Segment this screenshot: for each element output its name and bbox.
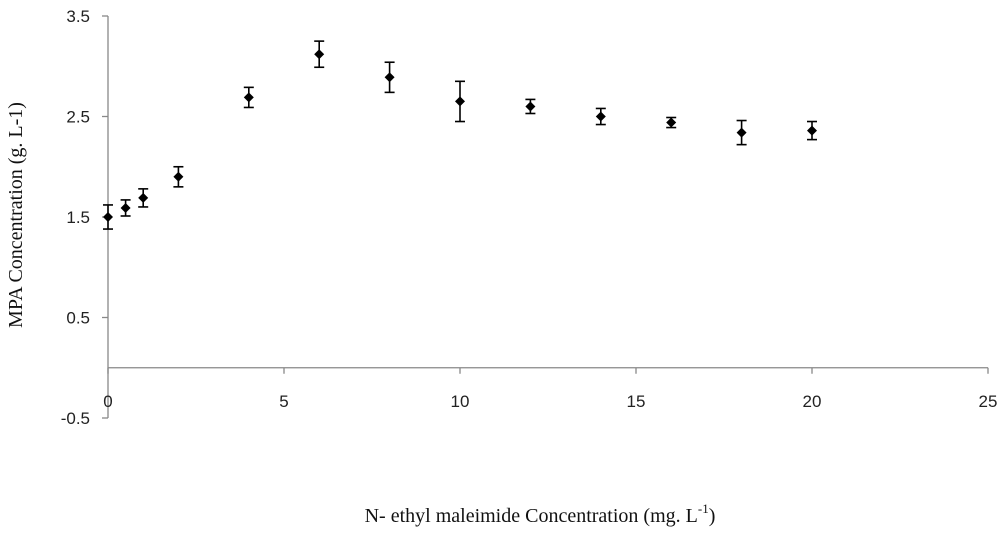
data-point <box>525 98 536 115</box>
diamond-marker <box>138 192 149 203</box>
data-point <box>595 107 606 126</box>
y-tick-label: 2.5 <box>66 108 90 127</box>
y-axis-title: MPA Concentration (g. L-1) <box>5 102 27 328</box>
data-point <box>120 199 131 217</box>
data-point <box>736 119 747 146</box>
diamond-marker <box>384 72 395 83</box>
x-tick-label: 0 <box>103 392 112 411</box>
diamond-marker <box>120 202 131 213</box>
x-tick-label: 5 <box>279 392 288 411</box>
data-points <box>103 40 817 230</box>
data-point <box>666 116 677 129</box>
diamond-marker <box>314 49 325 60</box>
x-tick-label: 25 <box>979 392 998 411</box>
diamond-marker <box>455 96 465 107</box>
data-point <box>455 80 465 123</box>
diamond-marker <box>103 212 113 222</box>
diamond-marker <box>807 125 817 136</box>
diamond-marker <box>525 101 536 112</box>
diamond-marker <box>666 117 677 128</box>
x-axis-title-end: ) <box>709 505 716 527</box>
data-point <box>243 86 254 109</box>
diamond-marker <box>595 111 606 122</box>
y-tick-label: 0.5 <box>66 309 90 328</box>
x-axis-title-main: N- ethyl maleimide Concentration (mg. L <box>365 505 698 527</box>
x-axis-title: N- ethyl maleimide Concentration (mg. L-… <box>365 501 716 527</box>
data-point <box>103 204 113 230</box>
data-point <box>807 120 817 141</box>
diamond-marker <box>736 127 747 138</box>
axes <box>107 16 988 418</box>
diamond-marker <box>173 171 184 182</box>
y-tick-label: 1.5 <box>66 208 90 227</box>
data-point <box>384 61 395 94</box>
data-point <box>314 40 325 69</box>
y-ticks: -0.5 0.5 1.5 2.5 3.5 <box>61 7 108 428</box>
diamond-marker <box>243 92 254 103</box>
x-tick-label: 10 <box>451 392 470 411</box>
x-ticks: 0 5 10 15 20 25 <box>103 367 998 411</box>
x-tick-label: 15 <box>627 392 646 411</box>
x-axis-title-superscript: -1 <box>698 501 709 516</box>
data-point <box>173 165 184 188</box>
x-tick-label: 20 <box>803 392 822 411</box>
y-tick-label: 3.5 <box>66 7 90 26</box>
y-tick-label: -0.5 <box>61 409 90 428</box>
data-point <box>138 188 149 208</box>
